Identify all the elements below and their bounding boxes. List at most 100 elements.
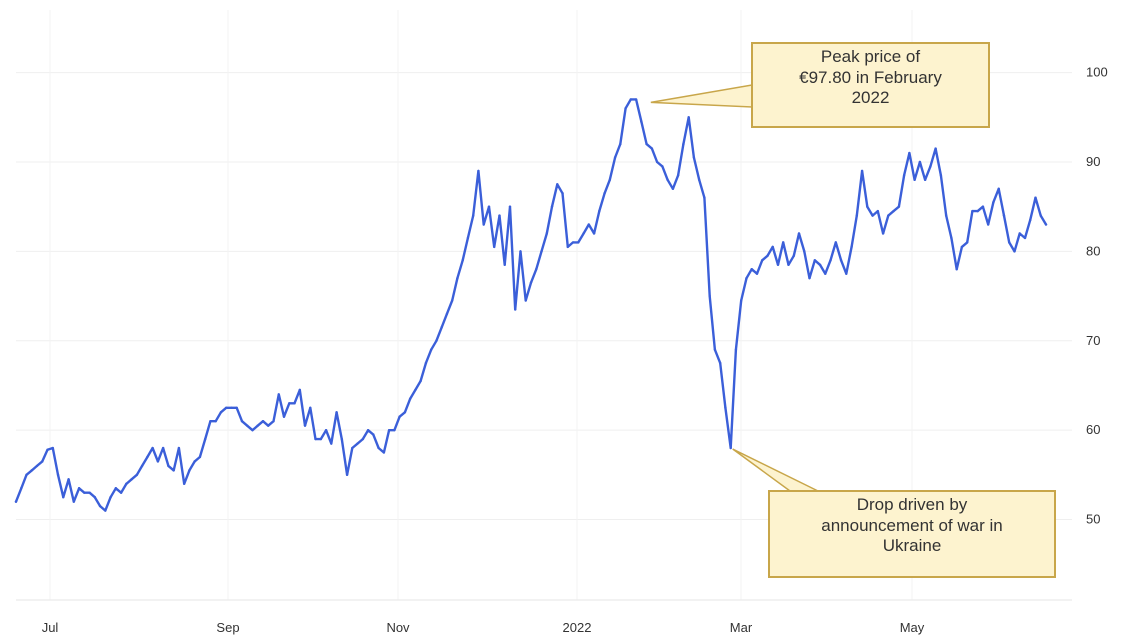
data-point	[824, 272, 827, 275]
data-point	[20, 487, 23, 490]
data-point	[997, 187, 1000, 190]
data-point	[782, 241, 785, 244]
data-point	[230, 406, 233, 410]
data-point	[14, 500, 18, 503]
x-tick-label: Jul	[42, 620, 59, 635]
y-tick-label: 80	[1086, 243, 1100, 258]
y-tick-label: 60	[1086, 422, 1100, 437]
data-point	[818, 263, 822, 266]
data-point	[692, 156, 696, 159]
data-point	[493, 245, 496, 249]
data-point	[456, 276, 459, 280]
peak-callout-pointer	[650, 84, 753, 108]
data-point	[745, 276, 748, 280]
data-point	[834, 241, 837, 244]
data-point	[1018, 232, 1021, 235]
data-point	[114, 487, 118, 490]
data-point	[161, 446, 165, 450]
data-point	[850, 245, 853, 249]
data-point	[697, 178, 701, 182]
data-point	[119, 491, 123, 494]
data-point	[393, 428, 396, 432]
data-point	[829, 259, 832, 262]
data-point	[929, 165, 932, 168]
data-point	[761, 259, 764, 262]
data-point	[41, 460, 44, 463]
data-point	[98, 504, 102, 508]
data-point	[1029, 218, 1032, 222]
data-point	[871, 214, 874, 217]
data-point	[682, 142, 685, 146]
data-point	[550, 205, 554, 208]
data-point	[881, 232, 885, 235]
data-point	[167, 464, 170, 468]
data-point	[372, 433, 375, 436]
data-point	[356, 442, 359, 445]
data-point	[845, 272, 848, 275]
data-point	[976, 209, 979, 213]
data-point	[629, 98, 633, 101]
data-point	[645, 142, 648, 146]
data-point	[309, 406, 312, 410]
data-point	[251, 428, 254, 432]
peak-callout-line-2: €97.80 in February	[799, 67, 942, 87]
data-point	[708, 294, 711, 298]
data-point	[1034, 196, 1037, 199]
data-point	[855, 214, 859, 217]
data-point	[261, 420, 265, 423]
data-point	[235, 406, 238, 410]
data-point	[718, 361, 722, 365]
data-point	[876, 209, 880, 213]
data-point	[156, 460, 160, 463]
data-point	[450, 299, 454, 302]
data-point	[414, 388, 417, 392]
data-point	[51, 446, 54, 450]
data-point	[77, 487, 81, 490]
x-tick-label: 2022	[563, 620, 592, 635]
data-point	[88, 491, 91, 494]
drop-callout-line-1: Drop driven by	[856, 495, 968, 514]
data-point	[939, 174, 943, 177]
data-point	[25, 473, 28, 477]
x-tick-label: Mar	[730, 620, 753, 635]
data-point	[93, 495, 97, 499]
data-point	[225, 406, 228, 410]
war-drop-callout: Drop driven by announcement of war in Uk…	[768, 490, 1056, 578]
data-point	[577, 241, 580, 244]
data-point	[30, 469, 33, 472]
y-tick-label: 70	[1086, 333, 1100, 348]
data-point	[519, 250, 522, 253]
data-point	[366, 428, 370, 432]
data-point	[913, 178, 916, 182]
data-point	[361, 437, 365, 441]
data-point	[923, 178, 927, 182]
data-point	[387, 428, 391, 432]
data-point	[214, 420, 217, 423]
data-point	[1039, 214, 1042, 217]
data-point	[193, 460, 196, 463]
data-point	[440, 326, 443, 329]
data-point	[776, 263, 780, 266]
data-point	[104, 509, 107, 512]
data-point	[487, 205, 491, 208]
data-point	[971, 209, 974, 213]
data-point	[960, 245, 964, 249]
data-point	[671, 187, 675, 190]
price-series-points	[14, 98, 1048, 512]
data-point	[740, 299, 743, 302]
data-point	[272, 420, 275, 423]
data-point	[477, 169, 480, 173]
data-point	[724, 406, 727, 410]
y-tick-label: 100	[1086, 65, 1108, 80]
data-point	[703, 196, 706, 199]
data-point	[35, 464, 39, 468]
data-point	[398, 415, 401, 418]
data-point	[382, 451, 386, 454]
data-point	[46, 448, 49, 452]
data-point	[808, 276, 811, 280]
data-point	[209, 420, 212, 423]
drop-callout-pointer	[732, 448, 819, 492]
data-point	[866, 205, 869, 208]
data-point	[377, 446, 380, 450]
data-point	[508, 205, 512, 208]
